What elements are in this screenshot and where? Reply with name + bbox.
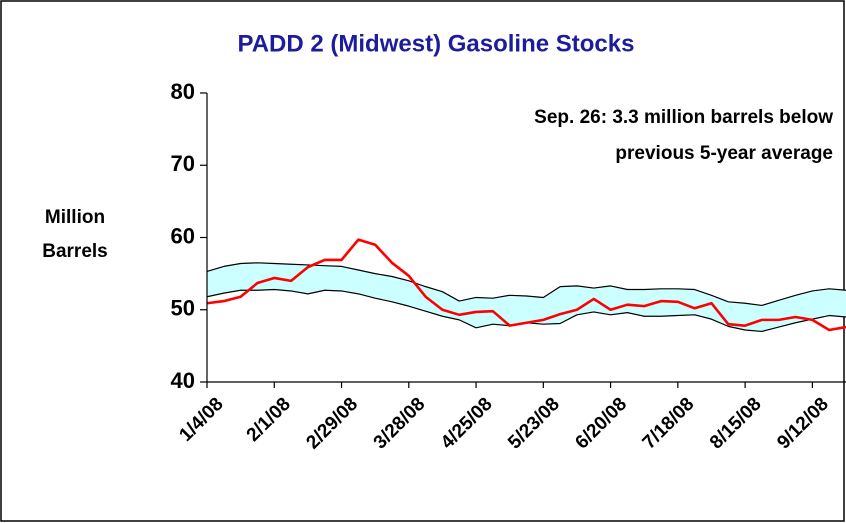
stock-line [206,238,846,332]
y-tick-label: 70 [171,151,195,176]
y-tick-label: 50 [171,296,195,321]
annotation: previous 5-year average [615,143,833,164]
y-tick-label: 80 [171,79,195,104]
y-axis-label: Million [45,207,105,228]
range-band [207,262,846,332]
chart-title: PADD 2 (Midwest) Gasoline Stocks [238,30,635,57]
y-axis-label: Barrels [42,241,108,262]
annotation: Sep. 26: 3.3 million barrels below [534,107,833,128]
y-tick-label: 40 [171,368,195,393]
y-tick-label: 60 [171,223,195,248]
